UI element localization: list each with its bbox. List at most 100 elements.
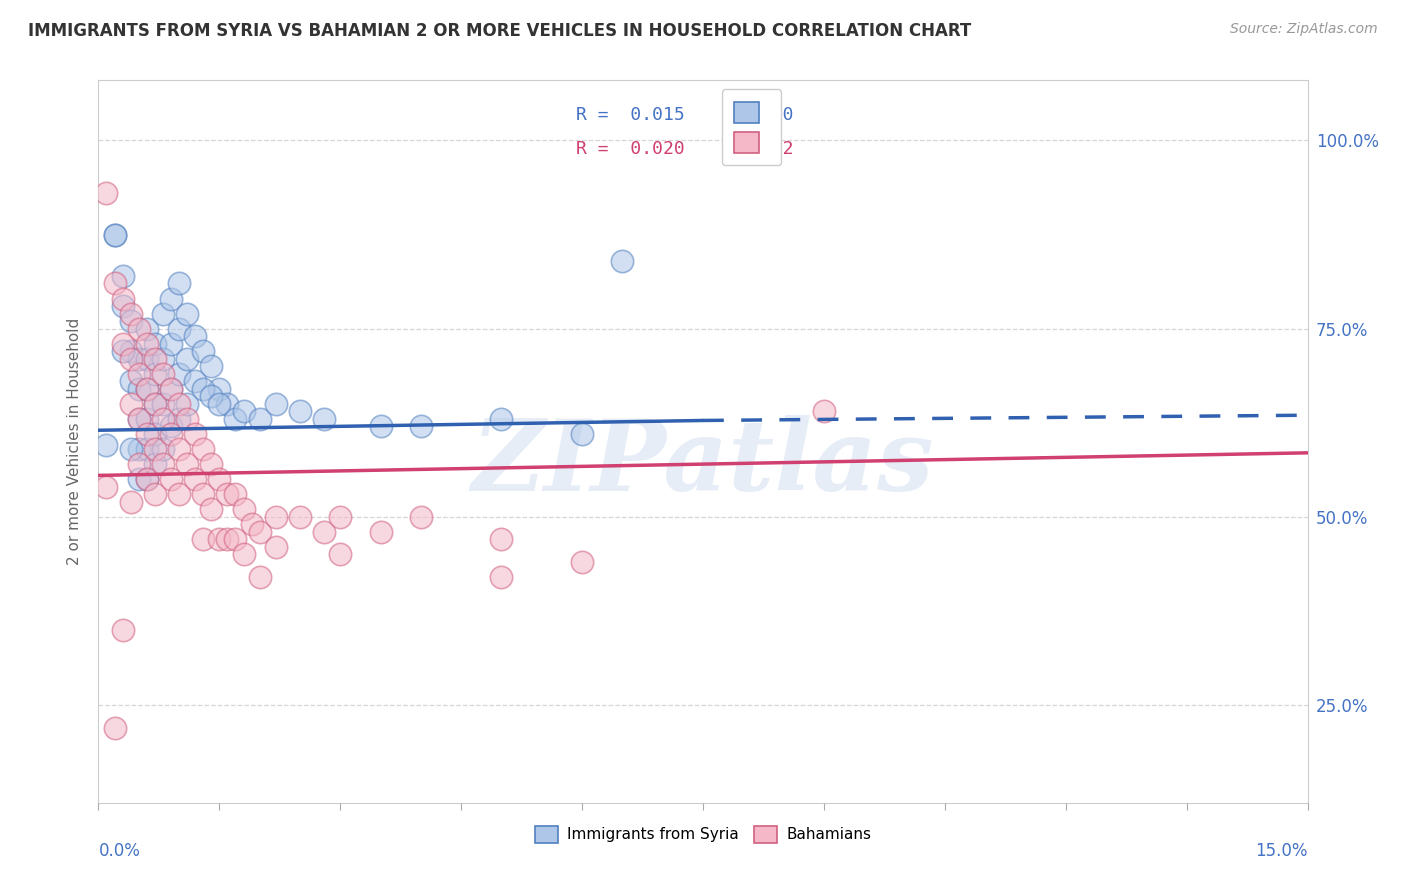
Point xyxy=(409,509,432,524)
Point xyxy=(120,351,142,366)
Point xyxy=(200,389,222,403)
Point xyxy=(160,382,183,396)
Point xyxy=(370,419,392,434)
Text: R =  0.020    N = 62: R = 0.020 N = 62 xyxy=(576,139,793,158)
Point xyxy=(120,494,142,508)
Text: IMMIGRANTS FROM SYRIA VS BAHAMIAN 2 OR MORE VEHICLES IN HOUSEHOLD CORRELATION CH: IMMIGRANTS FROM SYRIA VS BAHAMIAN 2 OR M… xyxy=(28,22,972,40)
Point xyxy=(152,442,174,456)
Point xyxy=(193,487,215,501)
Point xyxy=(128,457,150,471)
Text: Source: ZipAtlas.com: Source: ZipAtlas.com xyxy=(1230,22,1378,37)
Point xyxy=(128,442,150,456)
Point xyxy=(491,570,513,584)
Point xyxy=(160,427,183,442)
Point xyxy=(103,721,125,735)
Point xyxy=(103,227,125,242)
Text: 0.0%: 0.0% xyxy=(98,842,141,860)
Point xyxy=(120,442,142,456)
Point xyxy=(193,533,215,547)
Point xyxy=(167,367,190,381)
Point xyxy=(329,548,352,562)
Point xyxy=(193,442,215,456)
Point xyxy=(208,397,231,411)
Point xyxy=(111,336,134,351)
Point xyxy=(264,397,287,411)
Point xyxy=(152,367,174,381)
Point xyxy=(184,472,207,486)
Point xyxy=(128,412,150,426)
Point xyxy=(184,329,207,343)
Point xyxy=(217,533,239,547)
Point xyxy=(217,397,239,411)
Point xyxy=(329,509,352,524)
Point xyxy=(152,307,174,321)
Point xyxy=(184,375,207,389)
Point xyxy=(612,254,634,268)
Y-axis label: 2 or more Vehicles in Household: 2 or more Vehicles in Household xyxy=(67,318,83,566)
Point xyxy=(103,277,125,291)
Point xyxy=(167,442,190,456)
Point xyxy=(314,524,336,539)
Point xyxy=(208,533,231,547)
Point xyxy=(288,509,311,524)
Point xyxy=(152,412,174,426)
Point xyxy=(135,382,157,396)
Point xyxy=(167,277,190,291)
Point xyxy=(128,321,150,335)
Point xyxy=(160,336,183,351)
Point xyxy=(120,375,142,389)
Point xyxy=(143,367,166,381)
Point xyxy=(232,548,254,562)
Point xyxy=(120,314,142,328)
Point xyxy=(135,321,157,335)
Point xyxy=(120,307,142,321)
Point xyxy=(224,487,246,501)
Point xyxy=(249,524,271,539)
Point xyxy=(167,321,190,335)
Point xyxy=(135,472,157,486)
Point xyxy=(160,292,183,306)
Text: 15.0%: 15.0% xyxy=(1256,842,1308,860)
Point xyxy=(176,412,198,426)
Point xyxy=(111,623,134,637)
Point xyxy=(152,457,174,471)
Point xyxy=(135,412,157,426)
Point xyxy=(103,227,125,242)
Point xyxy=(143,442,166,456)
Point xyxy=(111,292,134,306)
Point xyxy=(571,555,593,569)
Point xyxy=(224,533,246,547)
Point xyxy=(135,336,157,351)
Point xyxy=(143,336,166,351)
Point xyxy=(160,382,183,396)
Text: R =  0.015    N = 60: R = 0.015 N = 60 xyxy=(576,105,793,124)
Point xyxy=(193,344,215,359)
Point xyxy=(176,307,198,321)
Point xyxy=(193,382,215,396)
Point xyxy=(143,397,166,411)
Point xyxy=(143,397,166,411)
Point xyxy=(96,186,118,201)
Point xyxy=(491,412,513,426)
Point xyxy=(128,367,150,381)
Point xyxy=(288,404,311,418)
Point xyxy=(135,472,157,486)
Text: ZIPatlas: ZIPatlas xyxy=(472,415,934,511)
Point xyxy=(208,382,231,396)
Point xyxy=(128,351,150,366)
Legend: Immigrants from Syria, Bahamians: Immigrants from Syria, Bahamians xyxy=(529,820,877,849)
Point xyxy=(249,570,271,584)
Point xyxy=(111,299,134,313)
Point xyxy=(128,382,150,396)
Point xyxy=(96,480,118,494)
Point xyxy=(167,397,190,411)
Point xyxy=(152,351,174,366)
Point xyxy=(409,419,432,434)
Point xyxy=(135,427,157,442)
Point xyxy=(232,404,254,418)
Point xyxy=(135,351,157,366)
Point xyxy=(120,344,142,359)
Point xyxy=(152,397,174,411)
Point xyxy=(143,351,166,366)
Point xyxy=(813,404,835,418)
